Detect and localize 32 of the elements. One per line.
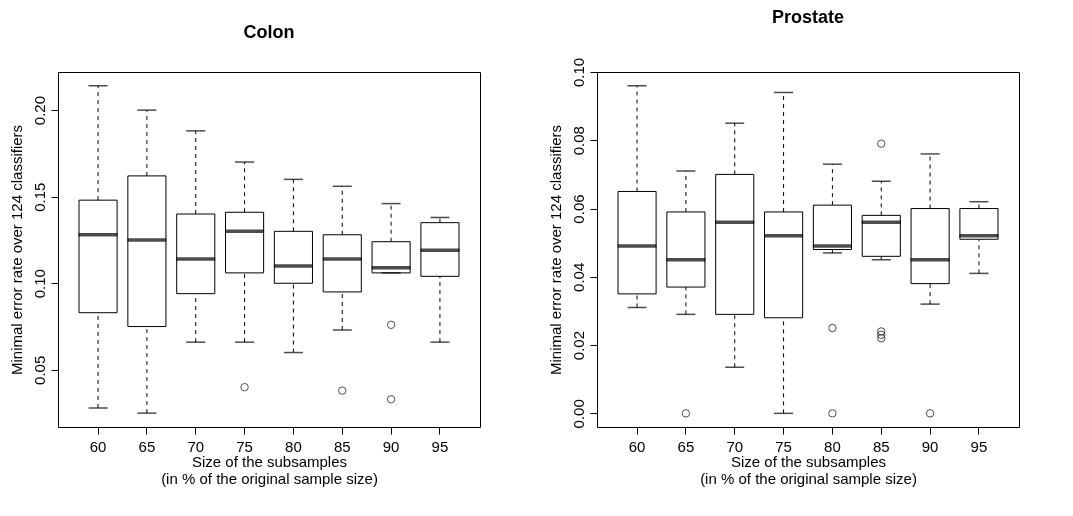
y-tick-label: 0.20 bbox=[30, 96, 48, 126]
x-tick-label: 70 bbox=[726, 437, 744, 455]
x-tick-label: 95 bbox=[431, 437, 449, 455]
y-tick-label: 0.15 bbox=[30, 182, 48, 212]
y-tick-label: 0.05 bbox=[30, 355, 48, 385]
y-tick-label: 0.10 bbox=[569, 57, 587, 88]
y-tick-label: 0.06 bbox=[569, 194, 587, 224]
x-tick-label: 85 bbox=[872, 437, 890, 455]
chart-title: Prostate bbox=[771, 7, 845, 28]
x-tick-label: 80 bbox=[824, 437, 841, 455]
x-tick-label: 80 bbox=[285, 437, 302, 455]
x-axis-title: Size of the subsamples (in % of the original sample size) bbox=[700, 452, 917, 487]
x-tick-label: 60 bbox=[628, 437, 646, 455]
x-tick-label: 75 bbox=[236, 437, 253, 455]
x-tick-label: 60 bbox=[89, 437, 107, 455]
y-tick-label: 0.04 bbox=[569, 262, 587, 292]
x-tick-label: 65 bbox=[677, 437, 695, 455]
y-tick-label: 0.08 bbox=[569, 126, 587, 156]
x-tick-label: 85 bbox=[333, 437, 351, 455]
x-tick-label: 75 bbox=[775, 437, 792, 455]
x-tick-label: 70 bbox=[187, 437, 205, 455]
x-axis-title: Size of the subsamples (in % of the original sample size) bbox=[161, 452, 378, 487]
y-tick-label: 0.02 bbox=[569, 330, 587, 361]
y-tick-label: 0.00 bbox=[569, 399, 587, 429]
y-axis-title: Minimal error rate over 124 classifiers bbox=[7, 124, 25, 376]
y-tick-label: 0.10 bbox=[30, 269, 48, 299]
x-tick-label: 95 bbox=[970, 437, 988, 455]
y-axis-title: Minimal error rate over 124 classifiers bbox=[546, 124, 564, 376]
x-tick-label: 90 bbox=[921, 437, 939, 455]
x-tick-label: 65 bbox=[138, 437, 156, 455]
chart-title: Colon bbox=[243, 22, 295, 42]
x-tick-label: 90 bbox=[382, 437, 400, 455]
